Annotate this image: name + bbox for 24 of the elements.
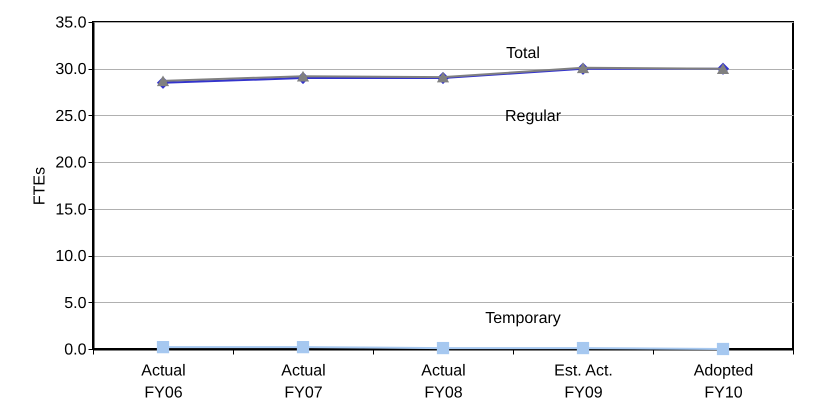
y-tick-label: 15.0: [55, 201, 87, 218]
point: [436, 342, 450, 354]
text: Regular: [504, 108, 562, 126]
y-tick-label: 30.0: [55, 61, 87, 78]
point: [716, 342, 730, 356]
point: [156, 76, 170, 86]
point: [576, 342, 590, 354]
y-tick-label: 5.0: [64, 294, 87, 312]
y-tick-label: 0.0: [64, 342, 87, 358]
y-tick-label: 20.0: [55, 154, 87, 172]
point: [296, 70, 310, 82]
point: [296, 341, 310, 354]
y-axis-title: FTEs: [31, 166, 48, 206]
y-tick-label: 35.0: [55, 14, 87, 32]
x-tick-label: Actual FY07: [281, 362, 326, 402]
series-label: Total: [506, 45, 540, 62]
x-tick-label: Adopted FY10: [694, 362, 754, 402]
y-tick-label: 25.0: [55, 108, 87, 125]
y-tick-label: 10.0: [55, 248, 87, 266]
x-tick-label: Est. Act. FY09: [554, 362, 613, 402]
x-tick-label: Actual FY08: [421, 362, 466, 402]
point: [156, 341, 170, 354]
series-label: Temporary: [485, 310, 561, 328]
x-tick-label: Actual FY06: [141, 362, 186, 402]
